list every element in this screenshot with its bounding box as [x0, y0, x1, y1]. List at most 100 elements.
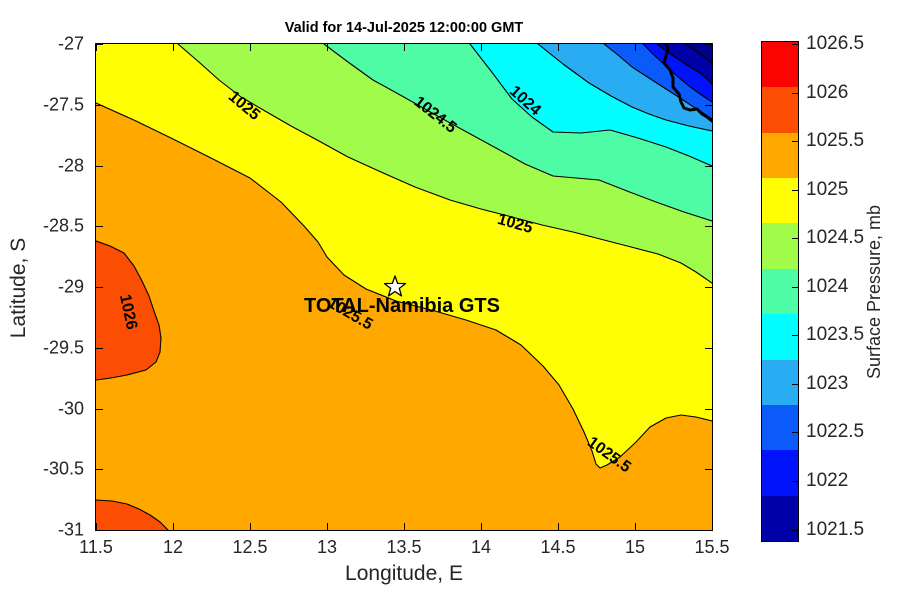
colorbar-band [762, 87, 798, 133]
contour-line-1021p5 [685, 44, 712, 64]
tick-mark [404, 523, 405, 530]
colorbar-tick-label: 1024.5 [806, 227, 865, 249]
tick-mark [96, 469, 103, 471]
plot-title: Valid for 14-Jul-2025 12:00:00 GMT [284, 20, 524, 36]
colorbar-band [762, 314, 798, 360]
colorbar-tick-label: 1022.5 [806, 421, 865, 443]
colorbar-band [762, 450, 798, 496]
colorbar-tick-mark [792, 92, 798, 94]
tick-mark [705, 287, 712, 288]
tick-mark [96, 226, 103, 228]
contour-line-1025 [177, 44, 712, 284]
x-tick-label: 13.5 [386, 537, 422, 557]
tick-mark [558, 523, 559, 530]
y-tick-label: -30.5 [42, 458, 84, 479]
map-plot-area: 1025 1024.5 1024 1025 1025.5 1025.5 1026… [95, 43, 713, 531]
colorbar-label: Surface Pressure, mb [864, 204, 884, 380]
band-1026-sw-corner-patch [96, 500, 168, 530]
contour-line-1024 [469, 44, 712, 167]
colorbar-band [762, 132, 798, 179]
colorbar-band [762, 223, 798, 269]
colorbar-band [762, 178, 798, 224]
colorbar-tick-label: 1023.5 [806, 324, 865, 346]
y-tick-label: -27 [57, 33, 84, 54]
x-tick-label: 11.5 [79, 537, 113, 557]
colorbar [761, 41, 799, 542]
colorbar-tick-label: 1025.5 [806, 130, 865, 152]
y-tick-label: -29.5 [42, 337, 84, 358]
tick-mark [404, 44, 405, 51]
colorbar-tick-mark [792, 529, 798, 531]
x-tick-label: 15.5 [694, 537, 730, 557]
colorbar-tick-labels: 1026.5 1026 1025.5 1025 1024.5 1024 1023.5 1023… [806, 33, 886, 541]
colorbar-band [762, 268, 798, 315]
colorbar-tick-mark [792, 189, 798, 191]
colorbar-tick-mark [792, 44, 798, 45]
contour-map-svg: 1025 1024.5 1024 1025 1025.5 1025.5 1026… [96, 44, 712, 530]
band-corner-deep [686, 44, 712, 63]
x-tick-label: 14.5 [540, 537, 576, 557]
colorbar-band [762, 404, 798, 451]
tick-mark [250, 523, 251, 530]
x-tick-label: 12 [162, 537, 184, 557]
colorbar-tick-mark [792, 335, 798, 337]
tick-mark [705, 347, 712, 349]
x-axis-label: Longitude, E [345, 562, 463, 585]
tick-mark [481, 523, 482, 530]
y-axis-label: Latitude, S [7, 237, 30, 339]
colorbar-tick-label: 1022 [806, 470, 849, 492]
contour-line-1022p5 [642, 44, 712, 103]
tick-mark [96, 165, 103, 167]
tick-mark [327, 44, 328, 51]
tick-mark [705, 408, 712, 410]
x-tick-label: 13 [316, 537, 338, 557]
tick-mark [327, 523, 328, 530]
tick-mark [635, 523, 636, 530]
station-star-icon [383, 275, 407, 297]
tick-mark [173, 44, 174, 51]
colorbar-tick-mark [792, 383, 798, 385]
colorbar-tick-mark [792, 286, 798, 288]
tick-mark [96, 347, 103, 349]
colorbar-tick-mark [792, 432, 798, 434]
contour-line-1025p5 [96, 102, 712, 469]
colorbar-tick-label: 1021.5 [806, 518, 865, 540]
tick-mark [481, 44, 482, 51]
x-tick-label: 15 [624, 537, 646, 557]
colorbar-tick-label: 1024 [806, 275, 849, 297]
contour-line-1023p5 [537, 44, 712, 132]
colorbar-tick-label: 1026.5 [806, 33, 865, 54]
tick-mark [705, 104, 712, 106]
y-tick-label: -27.5 [42, 94, 84, 115]
contour-line-1026-corner [96, 499, 169, 530]
y-tick-label: -31 [57, 519, 84, 540]
colorbar-tick-label: 1026 [806, 81, 849, 103]
tick-mark [705, 530, 712, 531]
tick-mark [173, 523, 174, 530]
tick-mark [96, 44, 97, 51]
coastline [662, 44, 712, 123]
tick-mark [96, 104, 103, 106]
y-tick-label: -29 [57, 276, 84, 297]
x-axis-tick-labels: 11.5 12 12.5 13 13.5 14 14.5 15 15.5 [79, 537, 729, 557]
tick-mark [705, 165, 712, 167]
tick-mark [250, 44, 251, 51]
tick-mark [705, 469, 712, 471]
band-1026-west-patch [96, 241, 161, 380]
tick-mark [96, 287, 103, 288]
contour-line-1024p5 [323, 44, 712, 222]
colorbar-band [762, 42, 798, 88]
colorbar-band [762, 495, 798, 541]
tick-mark [96, 530, 103, 531]
x-tick-label: 12.5 [232, 537, 268, 557]
colorbar-tick-mark [792, 141, 798, 143]
x-tick-label: 14 [470, 537, 492, 557]
y-tick-label: -28 [57, 155, 84, 175]
tick-mark [705, 226, 712, 228]
tick-mark [96, 44, 103, 45]
y-axis-tick-labels: -27 -27.5 -28 -28.5 -29 -29.5 -30 -30.5 -31 [18, 34, 88, 540]
colorbar-band [762, 359, 798, 405]
colorbar-tick-mark [792, 481, 798, 483]
station-label: TOTAL-Namibia GTS [304, 295, 500, 317]
